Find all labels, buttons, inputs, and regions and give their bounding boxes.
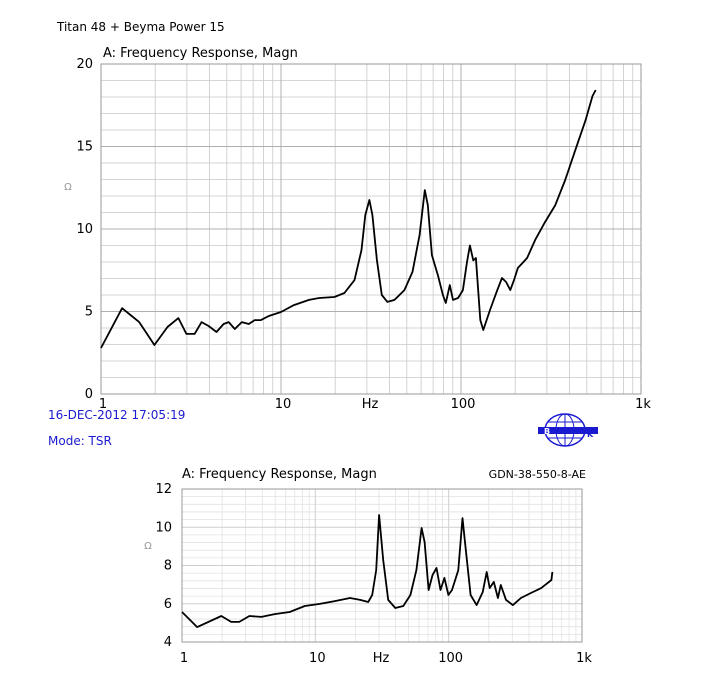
y-tick-label: 4 (164, 635, 172, 650)
x-tick-label: 1 (180, 651, 188, 666)
y-axis-label: Ω (144, 541, 152, 552)
y-axis-label: Ω (64, 182, 72, 193)
plot-frame (100, 63, 642, 395)
x-tick-label: 1k (576, 651, 592, 666)
data-line (100, 89, 597, 349)
y-tick-label: 20 (76, 57, 93, 72)
x-axis-label: Hz (362, 397, 379, 412)
y-tick-label: 5 (85, 305, 93, 320)
page-title: Titan 48 + Beyma Power 15 (56, 20, 225, 34)
y-tick-label: 10 (76, 222, 93, 237)
timestamp: 16-DEC-2012 17:05:19 (48, 408, 185, 422)
chart-title: A: Frequency Response, Magn (103, 46, 298, 61)
y-tick-label: 10 (155, 520, 172, 535)
data-line (181, 514, 554, 628)
x-axis-label: Hz (373, 651, 390, 666)
x-tick-label: 10 (275, 397, 292, 412)
logo-letter: B (544, 427, 550, 436)
y-tick-label: 0 (85, 387, 93, 402)
logo: B K (538, 413, 598, 447)
logo-letter: K (587, 430, 594, 439)
annotation: GDN-38-550-8-AE (489, 468, 586, 481)
y-tick-label: 15 (76, 140, 93, 155)
y-tick-label: 8 (164, 559, 172, 574)
x-tick-label: 100 (451, 397, 476, 412)
x-tick-label: 10 (309, 651, 326, 666)
x-tick-label: 1k (635, 397, 651, 412)
y-tick-label: 12 (155, 482, 172, 497)
chart-title: A: Frequency Response, Magn (182, 467, 377, 482)
x-tick-label: 100 (438, 651, 463, 666)
y-tick-label: 6 (164, 597, 172, 612)
x-tick-label: 1 (99, 397, 107, 412)
plot-frame (181, 488, 583, 643)
mode: Mode: TSR (48, 434, 112, 448)
